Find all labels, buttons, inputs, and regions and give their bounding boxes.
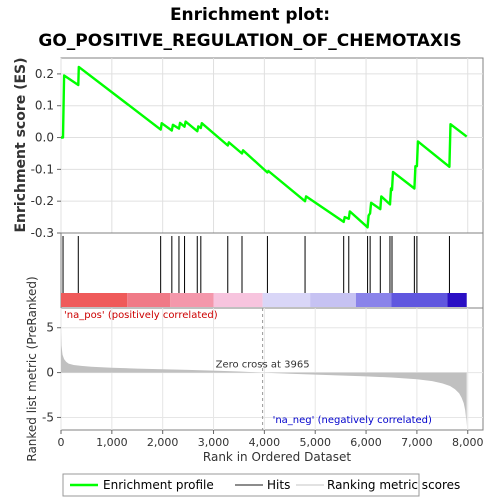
color-bar-segment: [447, 293, 467, 307]
x-tick-label: 5,000: [299, 436, 331, 449]
metric-y-tick-label: -5: [42, 410, 54, 424]
color-bar-segment: [61, 293, 128, 307]
metric-y-axis: 5 0 -5: [42, 321, 61, 424]
x-tick-label: 1,000: [96, 436, 128, 449]
x-tick-label: 0: [58, 436, 65, 449]
x-tick-label: 6,000: [350, 436, 382, 449]
color-bar-segment: [170, 293, 214, 307]
es-y-axis: 0.2 0.1 0.0 -0.1 -0.2 -0.3: [31, 67, 61, 240]
color-bar-segment: [391, 293, 448, 307]
es-y-axis-label: Enrichment score (ES): [13, 57, 29, 232]
chart-title: Enrichment plot: GO_POSITIVE_REGULATION_…: [0, 2, 500, 54]
x-axis-label: Rank in Ordered Dataset: [203, 450, 351, 464]
legend-metric-label: Ranking metric scores: [327, 478, 460, 492]
x-tick-label: 3,000: [198, 436, 230, 449]
color-bar-segment: [213, 293, 263, 307]
zero-cross-label: Zero cross at 3965: [216, 360, 310, 371]
color-bar-segment: [262, 293, 311, 307]
enrichment-profile-line: [61, 65, 468, 229]
positive-correlation-label: 'na_pos' (positively correlated): [64, 310, 218, 321]
legend-enrichment-label: Enrichment profile: [103, 478, 214, 492]
metric-y-tick-label: 0: [46, 366, 54, 380]
negative-correlation-label: 'na_neg' (negatively correlated): [273, 415, 432, 426]
legend: Enrichment profile Hits Ranking metric s…: [62, 473, 460, 497]
metric-y-tick-label: 5: [46, 321, 54, 335]
metric-y-axis-label: Ranked list metric (PreRanked): [25, 276, 39, 461]
x-tick-label: 7,000: [401, 436, 433, 449]
title-line-1: Enrichment plot:: [169, 5, 331, 25]
color-bar-segment: [355, 293, 392, 307]
es-y-tick-label: -0.1: [31, 162, 54, 176]
color-bar-segment: [310, 293, 356, 307]
es-y-tick-label: -0.2: [31, 194, 54, 208]
hits-marks: [62, 236, 450, 293]
rank-color-bar: [61, 293, 467, 307]
es-y-tick-label: 0.1: [35, 99, 54, 113]
x-tick-label: 8,000: [452, 436, 484, 449]
es-y-tick-label: 0.0: [35, 131, 54, 145]
es-y-tick-label: 0.2: [35, 67, 54, 81]
x-tick-label: 2,000: [147, 436, 179, 449]
x-axis: 0 1,000 2,000 3,000 4,000 5,000 6,000 7,000 8,00…: [58, 430, 484, 449]
es-y-tick-label: -0.3: [31, 226, 54, 240]
title-line-2: GO_POSITIVE_REGULATION_OF_CHEMOTAXIS: [38, 31, 462, 51]
x-tick-label: 4,000: [249, 436, 281, 449]
color-bar-segment: [127, 293, 171, 307]
es-panel-frame: [60, 57, 484, 234]
legend-hits-label: Hits: [267, 478, 290, 492]
